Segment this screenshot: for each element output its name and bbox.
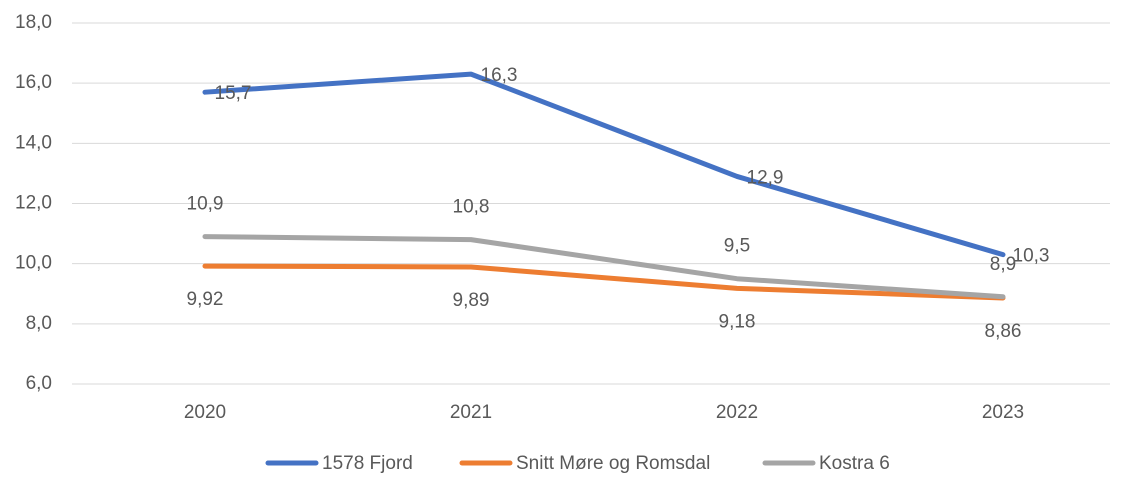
y-tick-label: 14,0 <box>15 132 52 153</box>
data-label: 16,3 <box>481 65 518 86</box>
data-label: 15,7 <box>215 83 252 104</box>
data-label: 9,92 <box>187 289 224 310</box>
data-label: 10,8 <box>453 197 490 218</box>
data-line <box>202 71 1006 258</box>
data-label: 9,89 <box>453 290 490 311</box>
legend-label: Snitt Møre og Romsdal <box>516 453 710 474</box>
data-label: 10,9 <box>187 194 224 215</box>
x-tick-label: 2021 <box>450 402 492 423</box>
data-line <box>202 234 1006 300</box>
x-tick-label: 2020 <box>184 402 226 423</box>
y-tick-label: 18,0 <box>15 12 52 33</box>
x-tick-label: 2023 <box>982 402 1024 423</box>
data-line <box>202 263 1006 301</box>
y-tick-label: 8,0 <box>26 313 52 334</box>
data-label: 10,3 <box>1013 246 1050 267</box>
x-tick-label: 2022 <box>716 402 758 423</box>
data-label: 8,9 <box>990 254 1016 275</box>
legend-label: 1578 Fjord <box>322 453 413 474</box>
y-tick-label: 12,0 <box>15 193 52 214</box>
y-tick-label: 6,0 <box>26 373 52 394</box>
data-label: 8,86 <box>985 321 1022 342</box>
y-tick-label: 10,0 <box>15 253 52 274</box>
data-label: 9,5 <box>724 236 750 257</box>
legend-label: Kostra 6 <box>819 453 890 474</box>
data-label: 12,9 <box>747 167 784 188</box>
data-label: 9,18 <box>719 311 756 332</box>
y-tick-label: 16,0 <box>15 72 52 93</box>
